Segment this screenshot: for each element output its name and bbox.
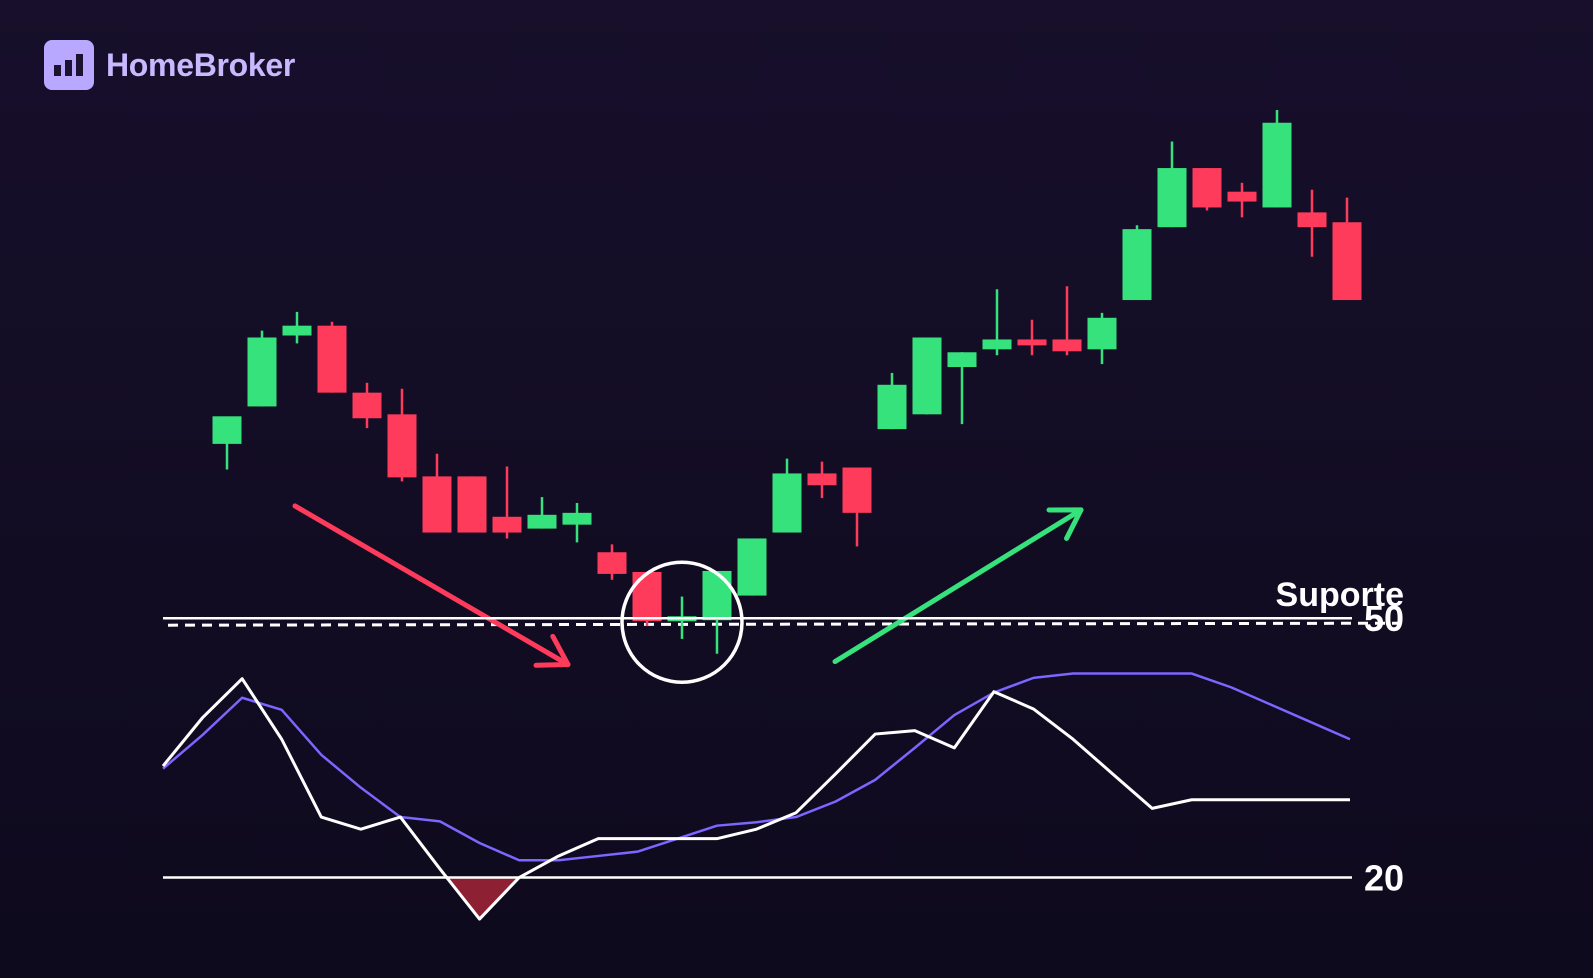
candle-body [877, 384, 907, 430]
candle-body [737, 538, 767, 596]
candle-body [807, 473, 837, 486]
bar-chart-logo-icon [44, 40, 94, 90]
level-label-20: 20 [1364, 858, 1404, 899]
candle-body [457, 476, 487, 533]
support-line [167, 621, 1401, 627]
brand-logo: HomeBroker [44, 40, 295, 90]
candle-body [772, 473, 802, 533]
candle-body [947, 352, 977, 368]
candle-body [282, 325, 312, 336]
candle-body [1227, 191, 1257, 202]
up-trend-arrow [832, 507, 1084, 665]
down-trend-arrow [292, 503, 571, 668]
candle-body [1052, 339, 1082, 352]
candle-body [387, 414, 417, 478]
candle-body [1122, 229, 1152, 301]
candle-body [597, 552, 627, 574]
candle-body [912, 337, 942, 415]
candle-body [1297, 212, 1327, 228]
candle-body [1332, 222, 1362, 301]
highlight-circle [620, 560, 744, 685]
candle-body [1087, 317, 1117, 350]
candle-body [1192, 168, 1222, 208]
candle-body [702, 570, 732, 621]
candle-body [982, 339, 1012, 350]
up-trend-arrow-head [1046, 507, 1084, 541]
candle-body [842, 467, 872, 513]
candle-body [1262, 122, 1292, 208]
oscillator-line [161, 677, 1350, 921]
candle-body [1017, 339, 1047, 346]
down-trend-arrow-head [533, 633, 571, 668]
candle-body [422, 476, 452, 533]
candle-body [212, 416, 242, 444]
candle-body [632, 571, 662, 622]
candle-body [562, 512, 592, 525]
candle-body [317, 325, 347, 393]
candle-body [527, 514, 557, 529]
brand-name: HomeBroker [106, 46, 296, 83]
signal-line [162, 672, 1351, 862]
oversold-area [446, 877, 520, 920]
candle-body [492, 516, 522, 533]
candle-body [1157, 168, 1187, 228]
candle-body [352, 392, 382, 419]
level-label-50: 50 [1364, 598, 1404, 639]
support-label: Suporte [1276, 576, 1404, 614]
candle-body [247, 337, 277, 407]
